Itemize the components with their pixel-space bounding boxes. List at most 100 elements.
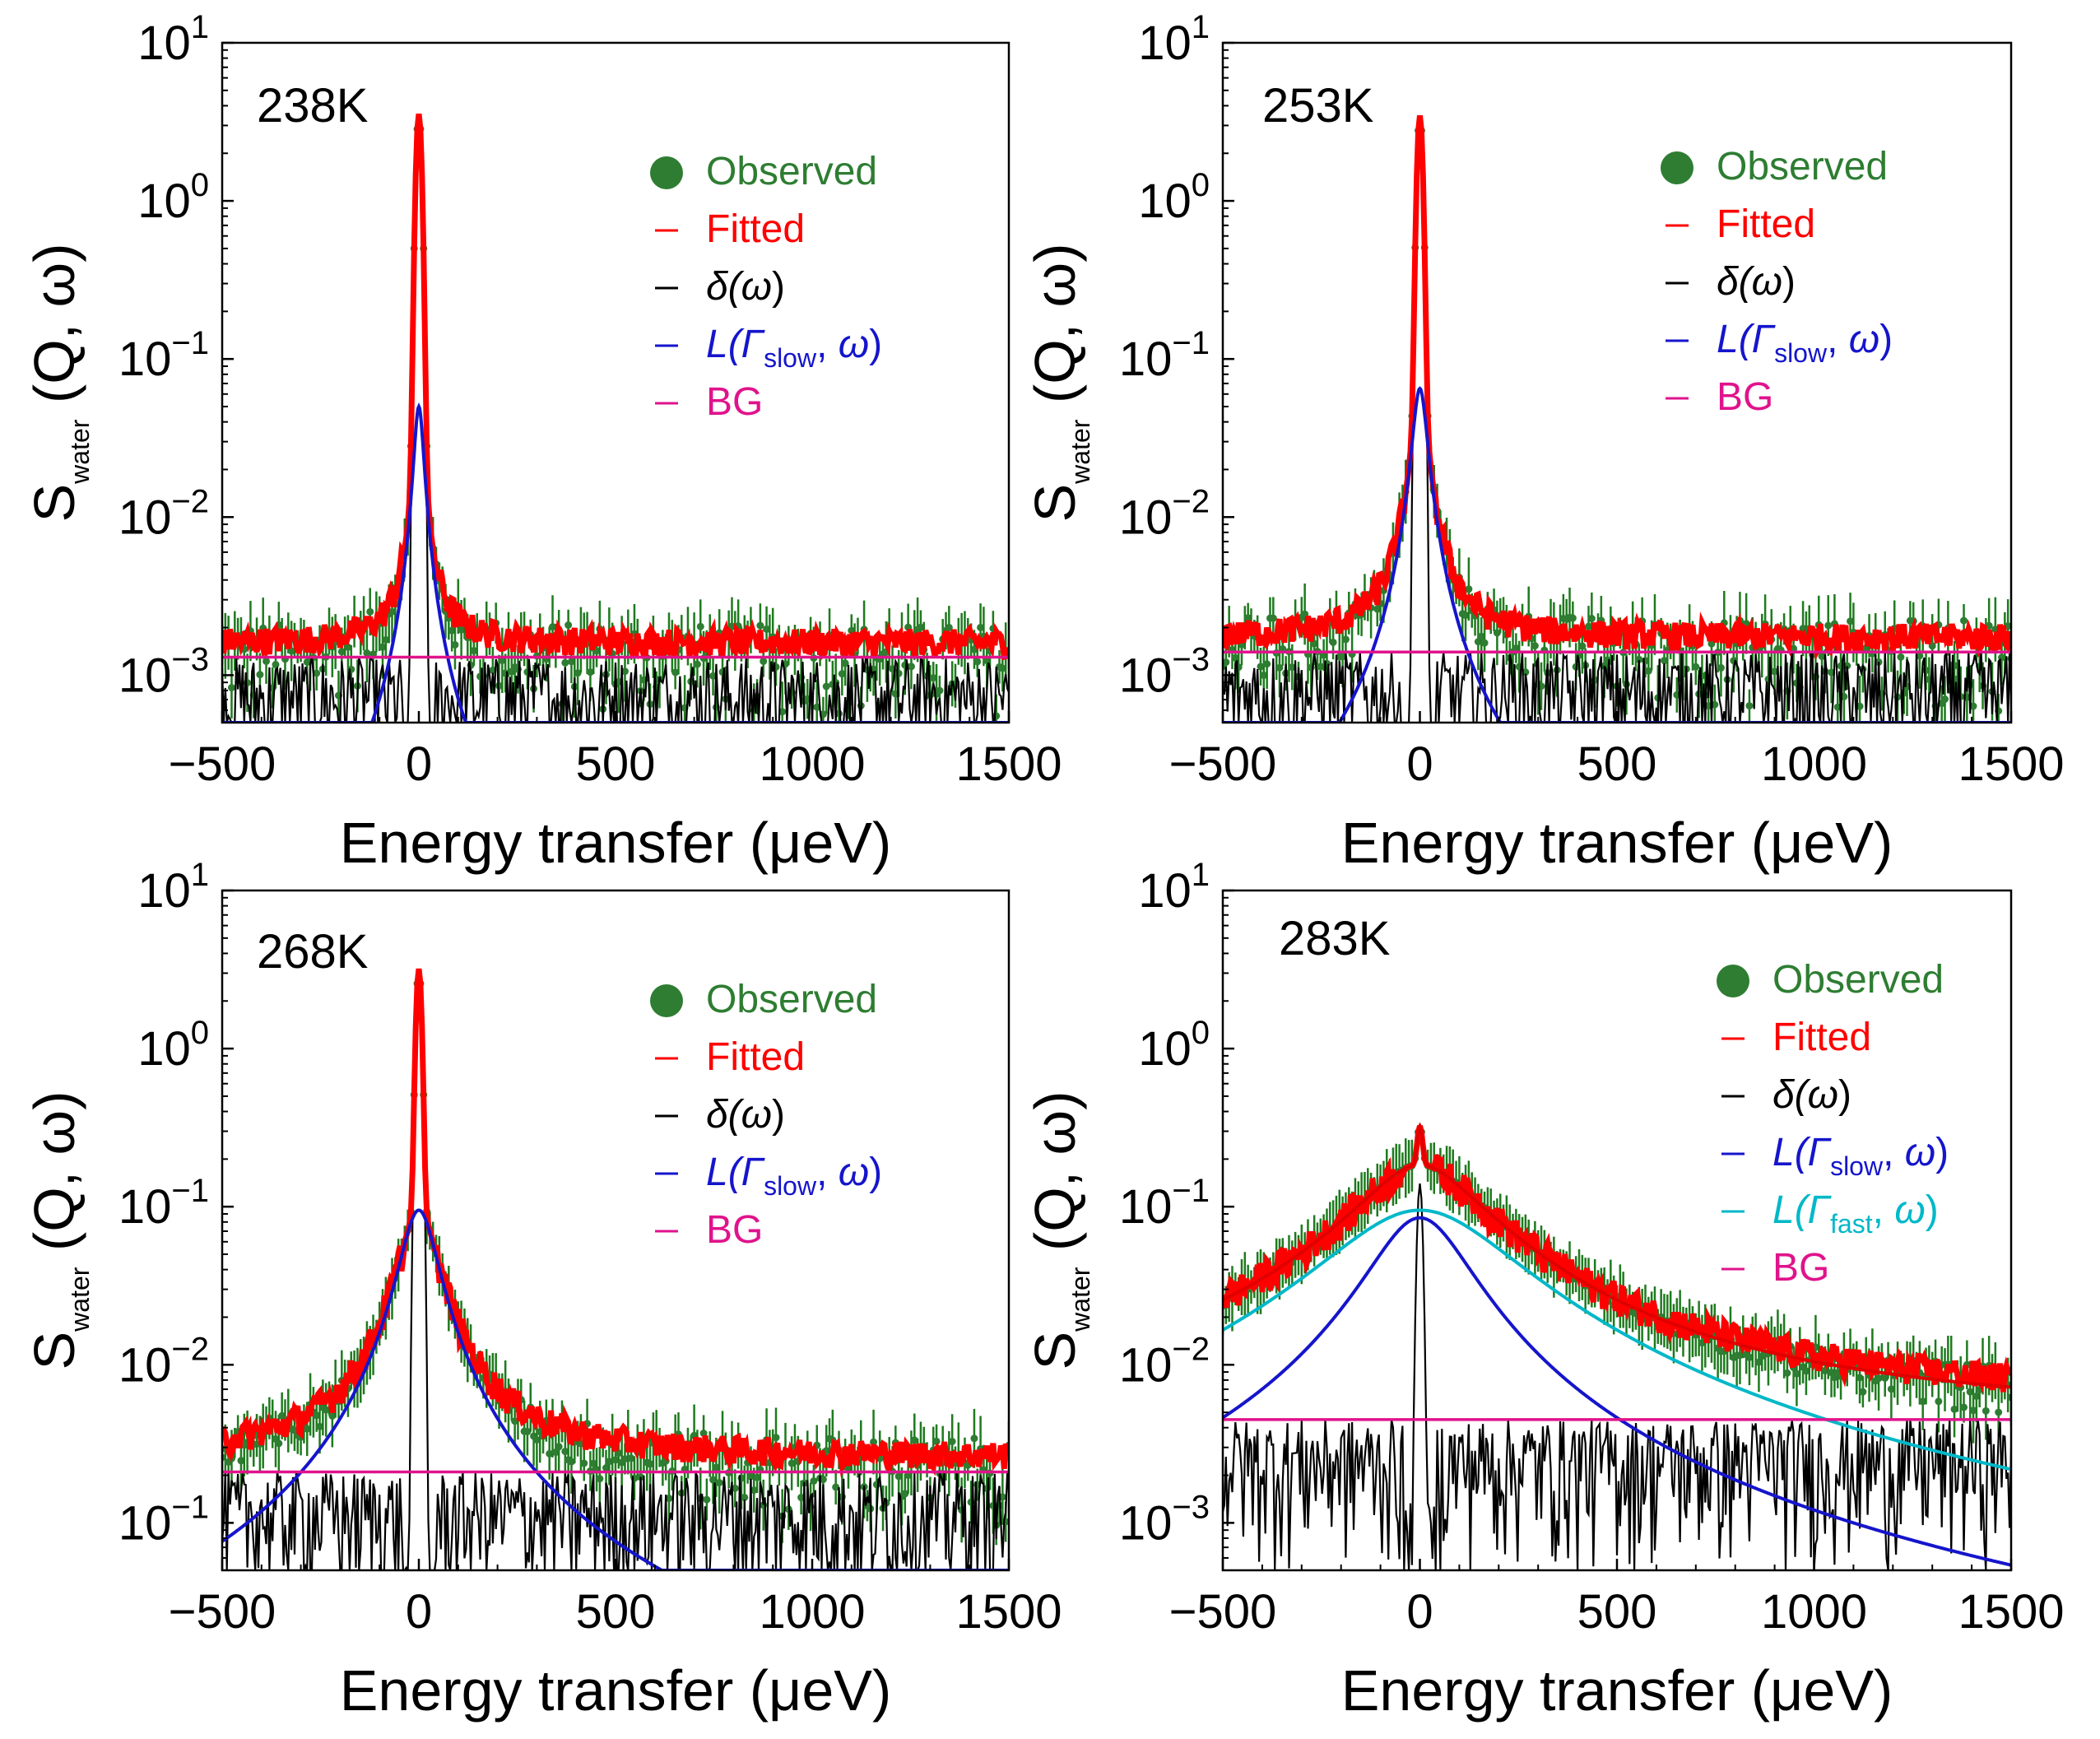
observed-point [1310,639,1318,648]
observed-point [973,658,982,666]
observed-point [712,1463,720,1472]
observed-point [605,1458,613,1466]
delta-series [222,114,1009,723]
observed-point [709,1476,718,1484]
legend-label: Observed [706,978,877,1021]
x-tick-label: 0 [406,1585,432,1639]
observed-point [1260,671,1268,679]
observed-point [741,1493,749,1501]
observed-point [693,660,701,668]
observed-point [1754,1358,1763,1366]
x-tick-label: −500 [169,737,276,791]
observed-point [778,708,787,716]
plot-area [1223,115,2011,723]
x-tick-label: 1500 [1958,737,2064,791]
observed-point [322,1406,330,1414]
observed-point [1474,638,1482,646]
observed-point [287,647,295,655]
legend-label: δ(ω) [1717,260,1796,304]
observed-point [746,1472,755,1481]
legend-label: Fitted [706,207,805,251]
observed-point [256,671,264,679]
observed-point [948,1437,956,1445]
observed-point [574,669,582,677]
observed-point [382,635,390,644]
observed-point [1477,632,1485,640]
observed-point [546,1449,554,1458]
observed-point [1465,585,1473,593]
observed-point [1960,1403,1968,1411]
observed-point [932,1437,941,1445]
observed-point [589,1459,597,1467]
y-tick-label: 10−3 [118,641,209,702]
observed-point [1635,655,1643,663]
observed-point [699,1430,708,1438]
observed-point [344,643,352,651]
y-tick-label: 101 [137,857,209,918]
observed-point [272,660,280,668]
x-axis-title: Energy transfer (μeV) [1341,1658,1893,1723]
plot-frame [221,41,1011,724]
legend-label: L(Γslow, ω) [1772,1131,1949,1181]
y-tick-label: 100 [137,1015,209,1076]
observed-point [1745,1353,1754,1361]
fitted-series [1223,115,2011,661]
fitted-series [222,114,1009,661]
observed-point [1644,667,1652,675]
observed-point [328,1411,337,1420]
observed-point [1257,663,1265,671]
temperature-label: 238K [257,79,369,133]
plot-area [222,968,1009,1570]
observed-point [1660,657,1668,665]
observed-point [910,1436,918,1444]
observed-point [1887,1385,1895,1393]
x-tick-label: 1500 [955,1585,1062,1639]
observed-point [1288,663,1296,672]
observed-point [970,1434,978,1443]
observed-point [303,1425,311,1433]
observed-point [1859,1388,1867,1396]
panel-top-left: −500 0 500 1000 1500 101 100 10−1 10−2 10−3 Energy… [22,9,1062,875]
observed-point [1802,1367,1810,1375]
y-axis-title: Swater (Q, ω) [1023,243,1095,522]
y-tick-label: 100 [1138,167,1210,228]
observed-point [998,664,1006,672]
observed-point [813,703,821,711]
y-tick-label: 10−2 [118,1331,209,1392]
legend-label: BG [1772,1246,1829,1290]
legend-label: Observed [1717,145,1888,188]
observed-point [567,1458,575,1466]
observed-point [1969,1407,1977,1415]
observed-point [363,649,371,658]
y-tick-label: 100 [1138,1015,1210,1076]
observed-point [448,626,456,635]
y-tick-label: 10−2 [1119,1331,1210,1392]
observed-point [627,1454,635,1462]
legend-label: L(Γslow, ω) [1717,318,1893,368]
legend-marker [650,156,683,189]
observed-point [983,657,991,665]
observed-point [1329,638,1337,646]
observed-point [1916,652,1924,660]
x-tick-label: 1000 [1761,737,1867,791]
observed-point [1244,614,1252,622]
observed-point [709,672,718,680]
legend-label: Observed [706,150,877,193]
x-axis-title: Energy transfer (μeV) [340,1658,892,1723]
x-tick-label: 1500 [1958,1585,2064,1639]
observed-point [907,663,915,671]
x-axis-title: Energy transfer (μeV) [340,811,892,875]
x-tick-label: −500 [1169,737,1277,791]
panel-bottom-left: −500 0 500 1000 1500 101 100 10−1 10−2 10−1 Energy… [22,857,1062,1723]
observed-point [366,607,374,616]
observed-point [703,1495,711,1504]
observed-point [388,607,396,616]
y-tick-label: 10−1 [118,1173,209,1234]
observed-point [1339,653,1347,661]
observed-point [819,1476,827,1484]
observed-point [1897,653,1905,661]
observed-point [1480,639,1489,647]
observed-point [379,643,387,651]
observed-point [551,1448,560,1457]
y-axis-title: Swater (Q, ω) [22,243,95,522]
